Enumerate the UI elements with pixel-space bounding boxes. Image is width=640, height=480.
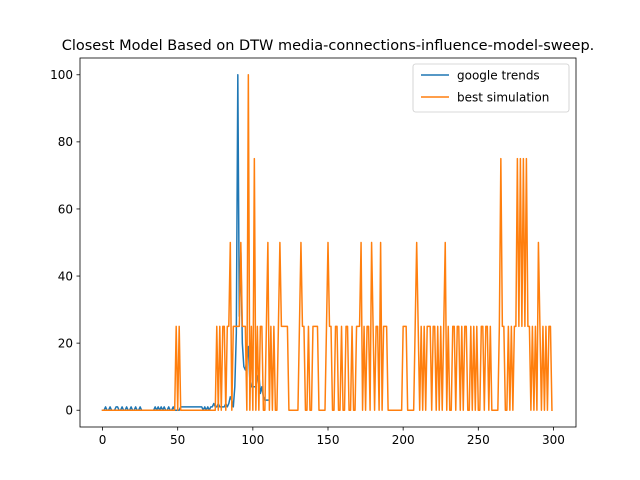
y-tick-label: 0 [65,404,73,418]
series-line-best-simulation [101,74,553,411]
legend-box [412,63,570,113]
y-tick-label: 20 [58,336,73,350]
y-tick-label: 60 [58,202,73,216]
legend-label: google trends [457,68,540,82]
plot-area [101,74,553,411]
x-tick-label: 200 [392,433,415,447]
x-tick-label: 250 [467,433,490,447]
axes: 0 50 100 150 200 250 300 0 20 40 60 80 100 [50,57,577,447]
y-tick-label: 100 [50,68,73,82]
x-tick-label: 50 [170,433,185,447]
y-tick-label: 40 [58,269,73,283]
chart-title: Closest Model Based on DTW media-connect… [62,38,595,54]
x-tick-label: 300 [542,433,565,447]
y-tick-label: 80 [58,135,73,149]
legend: google trends best simulation [412,63,570,113]
x-tick-label: 0 [99,433,107,447]
x-tick-label: 150 [317,433,340,447]
legend-label: best simulation [457,90,549,104]
x-tick-label: 100 [241,433,264,447]
